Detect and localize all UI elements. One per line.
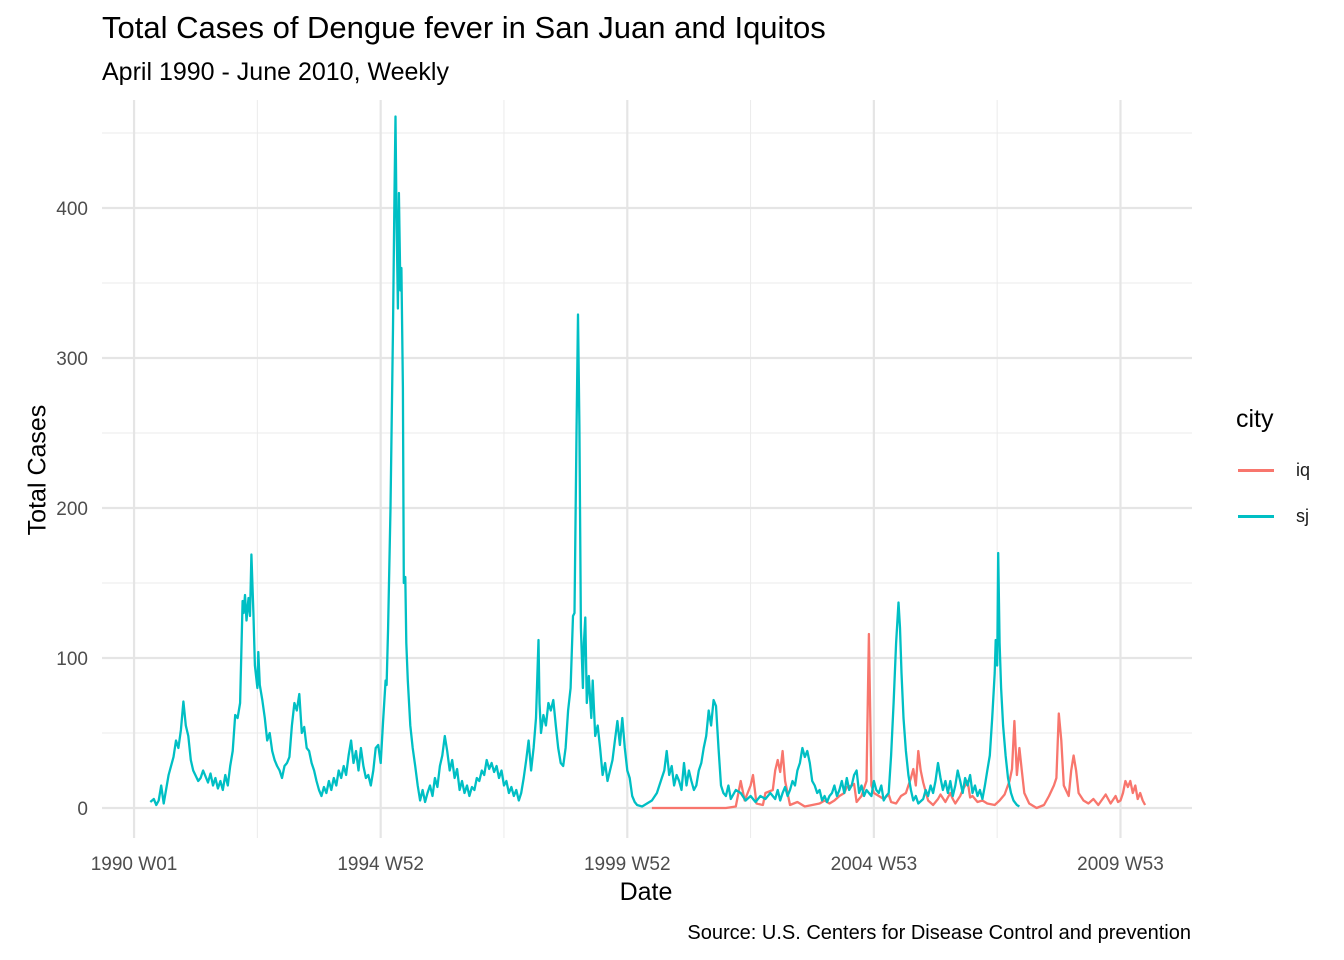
legend-label-iq: iq bbox=[1296, 459, 1311, 480]
y-tick-label: 400 bbox=[56, 199, 88, 220]
x-tick-label: 1994 W52 bbox=[337, 854, 424, 875]
x-axis-label: Date bbox=[619, 878, 673, 906]
y-tick-label: 300 bbox=[56, 349, 88, 370]
legend-item-iq: iq bbox=[1238, 458, 1310, 482]
series-line-iq bbox=[651, 632, 1147, 810]
x-tick-label: 2009 W53 bbox=[1077, 854, 1164, 875]
chart-caption: Source: U.S. Centers for Disease Control… bbox=[687, 922, 1191, 944]
x-tick-label: 1999 W52 bbox=[584, 854, 671, 875]
series-line-sj bbox=[149, 115, 1020, 808]
x-tick-label: 1990 W01 bbox=[91, 854, 178, 875]
legend-label-sj: sj bbox=[1296, 505, 1309, 526]
y-tick-label: 100 bbox=[56, 649, 88, 670]
chart-title: Total Cases of Dengue fever in San Juan … bbox=[102, 10, 826, 45]
legend-item-sj: sj bbox=[1238, 504, 1309, 528]
legend-swatch-iq bbox=[1238, 468, 1274, 472]
legend-title: city bbox=[1236, 405, 1274, 433]
y-tick-label: 200 bbox=[56, 499, 88, 520]
x-tick-label: 2004 W53 bbox=[831, 854, 918, 875]
chart-subtitle: April 1990 - June 2010, Weekly bbox=[102, 58, 449, 86]
legend-swatch-sj bbox=[1238, 514, 1274, 518]
y-tick-label: 0 bbox=[77, 799, 88, 820]
